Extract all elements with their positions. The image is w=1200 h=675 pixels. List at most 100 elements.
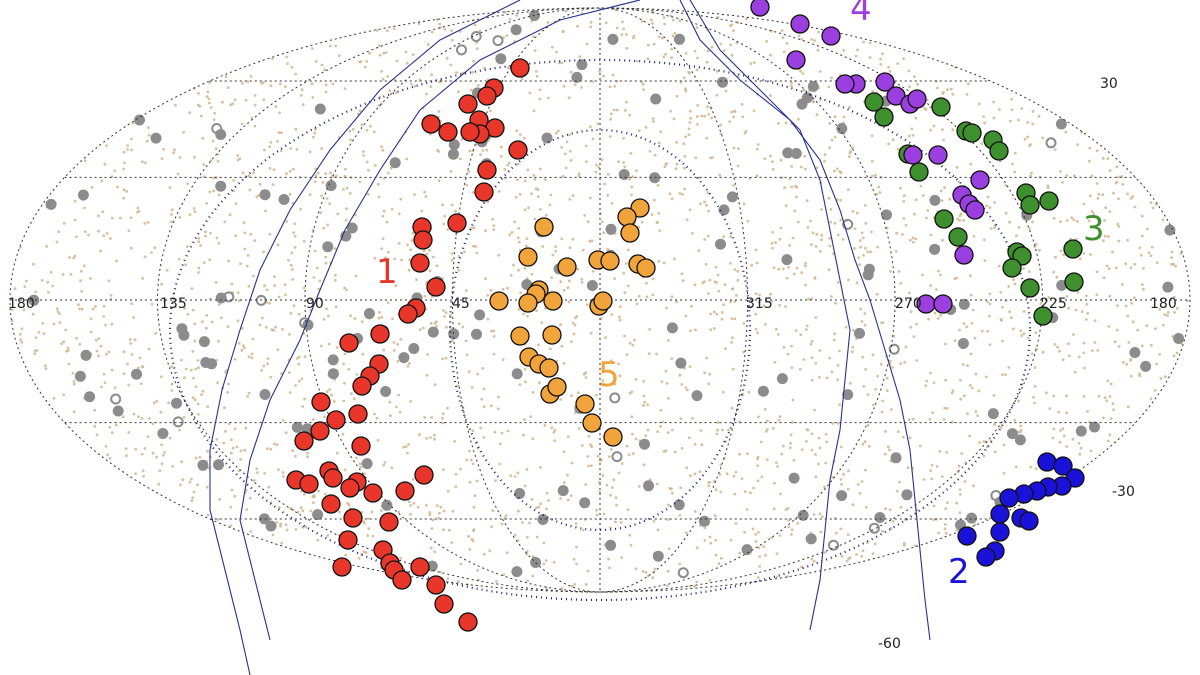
bg-point	[772, 266, 776, 270]
bg-point	[399, 557, 403, 560]
bg-point	[586, 220, 590, 224]
bg-point	[306, 451, 309, 455]
bg-point	[160, 443, 163, 447]
bg-point	[955, 276, 959, 280]
bg-point	[976, 414, 979, 418]
bg-point	[211, 176, 215, 180]
bg-point	[813, 39, 817, 42]
bg-point	[394, 91, 398, 95]
bg-point	[23, 285, 27, 289]
bg-point	[1131, 195, 1135, 198]
bg-point	[719, 123, 723, 127]
bg-point	[568, 246, 572, 250]
bg-point	[473, 23, 477, 27]
bg-point	[1096, 349, 1100, 352]
bg-point	[584, 483, 588, 486]
bg-point	[715, 93, 719, 97]
bg-point	[966, 364, 969, 367]
bg-point	[103, 381, 107, 385]
bg-point	[217, 193, 221, 197]
bg-point	[754, 540, 758, 543]
bg-point	[899, 186, 902, 190]
bg-point	[609, 112, 613, 116]
bg-point	[443, 27, 447, 31]
bg-point	[606, 193, 610, 197]
bg-point	[217, 241, 221, 245]
bg-point	[1150, 343, 1153, 347]
group-5-point	[593, 291, 613, 311]
bg-point	[238, 157, 242, 161]
bg-point	[804, 264, 807, 268]
bg-point	[525, 552, 529, 556]
bg-point	[524, 244, 528, 248]
bg-point	[902, 200, 906, 203]
bg-point	[325, 307, 328, 311]
bg-point	[591, 137, 595, 141]
bg-point	[183, 306, 186, 310]
bg-point	[435, 324, 439, 328]
bg-point	[1115, 165, 1119, 169]
bg-point	[170, 213, 173, 216]
bg-point	[743, 131, 747, 135]
bg-point	[851, 146, 854, 150]
bg-point	[263, 472, 266, 475]
gray-point	[1075, 425, 1087, 437]
bg-point	[628, 113, 632, 117]
bg-point	[956, 217, 959, 221]
bg-point	[198, 455, 202, 459]
bg-point	[780, 29, 784, 32]
bg-point	[343, 468, 347, 472]
bg-point	[828, 236, 832, 240]
bg-point	[409, 512, 412, 516]
bg-point	[204, 230, 207, 234]
bg-point	[269, 141, 273, 144]
bg-point	[1029, 174, 1032, 178]
bg-point	[261, 316, 264, 320]
group-5-point	[603, 427, 623, 447]
bg-point	[196, 359, 200, 362]
bg-point	[705, 60, 709, 64]
bg-point	[143, 447, 147, 450]
bg-point	[125, 454, 128, 458]
bg-point	[264, 209, 267, 213]
bg-point	[422, 249, 426, 253]
bg-point	[772, 507, 776, 511]
bg-point	[625, 444, 629, 448]
bg-point	[525, 467, 529, 471]
bg-point	[655, 352, 658, 356]
bg-point	[506, 286, 509, 290]
bg-point	[433, 437, 436, 441]
bg-point	[271, 183, 275, 187]
bg-point	[108, 425, 112, 429]
bg-point	[343, 352, 347, 356]
bg-point	[791, 236, 795, 240]
bg-point	[55, 240, 59, 244]
bg-point	[291, 508, 295, 512]
bg-point	[720, 317, 724, 321]
bg-point	[435, 264, 439, 268]
bg-point	[205, 485, 209, 489]
bg-point	[1127, 341, 1131, 344]
bg-point	[669, 109, 672, 113]
bg-point	[515, 14, 518, 17]
bg-point	[530, 192, 533, 196]
bg-point	[730, 110, 733, 114]
group-1-point	[458, 94, 478, 114]
bg-point	[365, 128, 369, 132]
bg-point	[982, 115, 985, 118]
bg-point	[468, 449, 471, 453]
bg-point	[779, 158, 783, 162]
bg-point	[155, 399, 159, 403]
gray-point	[652, 550, 664, 562]
bg-point	[786, 575, 789, 578]
bg-point	[489, 404, 493, 408]
bg-point	[155, 455, 159, 459]
bg-point	[769, 53, 772, 57]
bg-point	[58, 321, 62, 325]
bg-point	[699, 429, 703, 432]
bg-point	[500, 431, 504, 435]
bg-point	[691, 417, 694, 420]
bg-point	[430, 73, 433, 77]
bg-point	[535, 506, 538, 510]
bg-point	[247, 391, 251, 395]
